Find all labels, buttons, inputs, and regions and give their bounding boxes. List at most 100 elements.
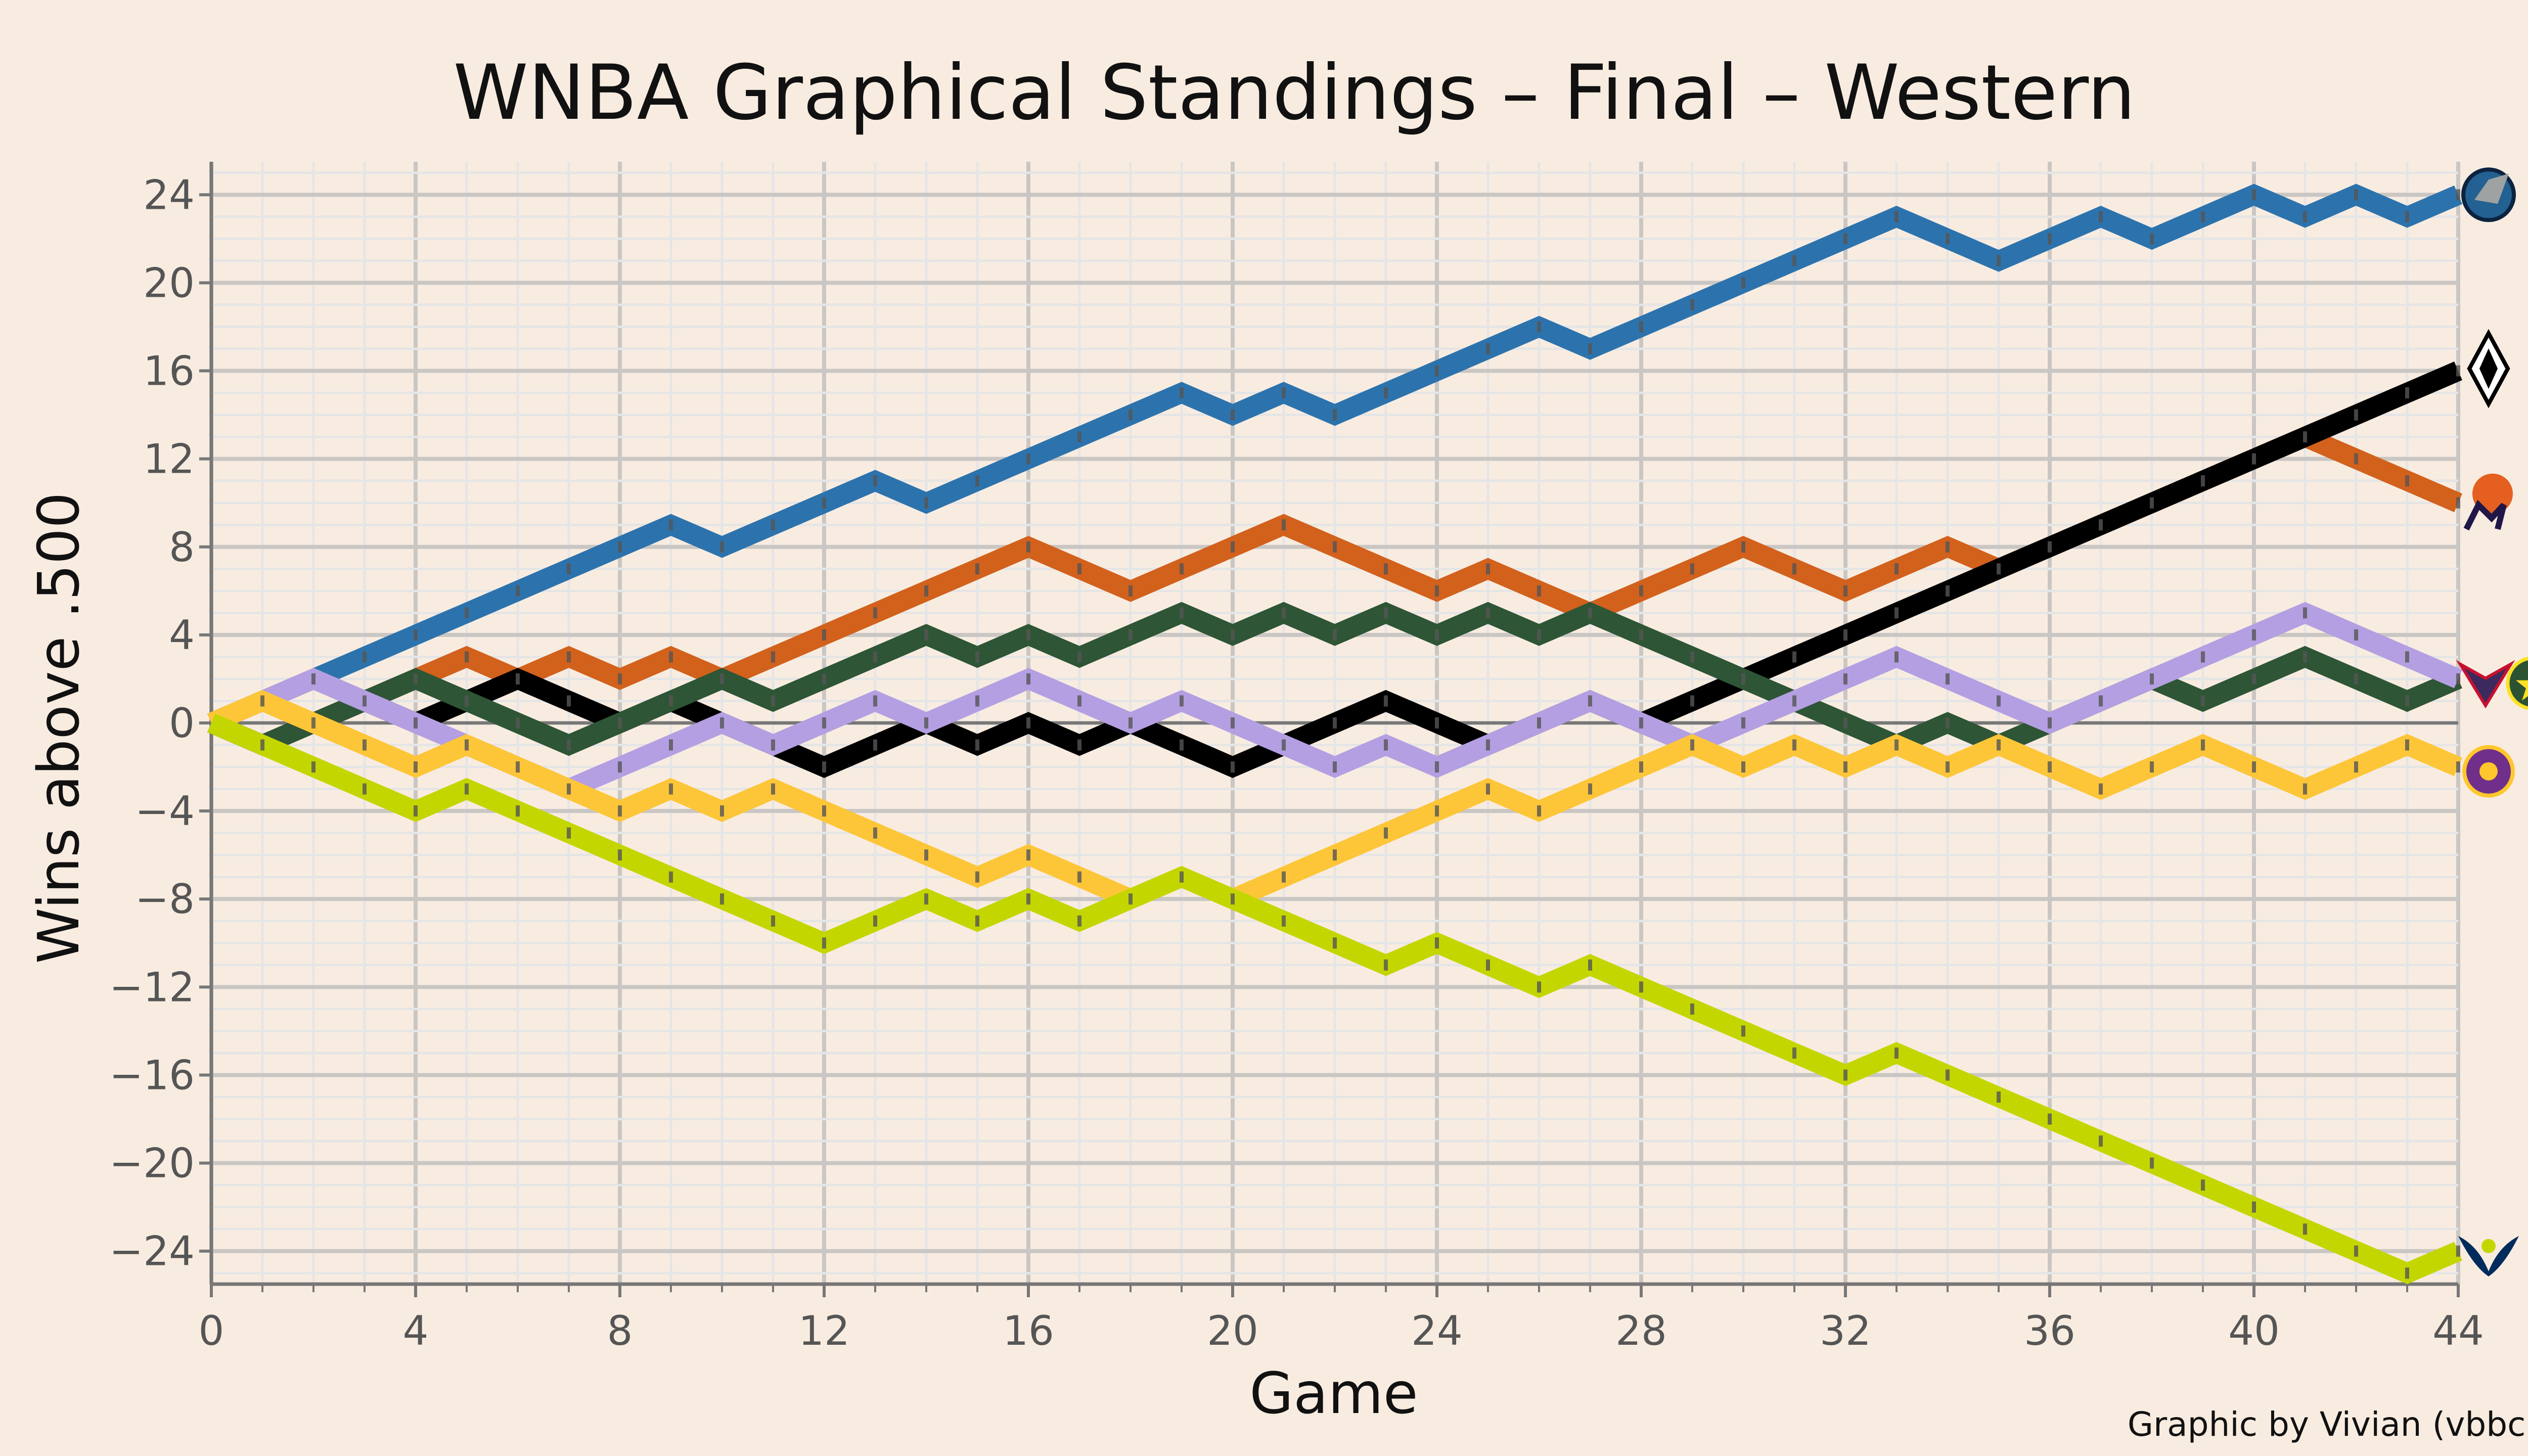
series-point bbox=[311, 717, 315, 729]
credit-caption: Graphic by Vivian (vbbcla) bbox=[2128, 1405, 2528, 1444]
series-point bbox=[2303, 211, 2307, 222]
series-point bbox=[1435, 585, 1439, 597]
series-point bbox=[414, 717, 418, 729]
series-point bbox=[2099, 1135, 2103, 1147]
series-point bbox=[1128, 585, 1133, 597]
series-point bbox=[2354, 761, 2358, 773]
series-point bbox=[2405, 387, 2409, 399]
series-point bbox=[1588, 783, 1592, 795]
x-tick-labels: 0 4 8 12 16 20 24 28 32 36 40 44 bbox=[199, 1307, 2484, 1354]
series-point bbox=[2456, 1245, 2460, 1257]
series-point bbox=[2048, 541, 2052, 553]
series-point bbox=[1128, 629, 1133, 641]
series-point bbox=[1894, 607, 1899, 619]
series-point bbox=[2099, 695, 2103, 707]
series-point bbox=[1792, 1047, 1796, 1059]
y-tick-label: 4 bbox=[169, 612, 195, 659]
logo-shape bbox=[2458, 1236, 2519, 1277]
logo-shape bbox=[2479, 348, 2498, 389]
series-point bbox=[1384, 607, 1388, 619]
y-tick-label: −12 bbox=[109, 964, 195, 1011]
series-point bbox=[567, 563, 571, 575]
series-point bbox=[1588, 695, 1592, 707]
series-point bbox=[873, 827, 877, 839]
y-tick-label: 8 bbox=[169, 524, 195, 571]
series-point bbox=[822, 673, 826, 685]
x-tick-label: 24 bbox=[1411, 1307, 1463, 1354]
series-point bbox=[2456, 761, 2460, 773]
series-point bbox=[1180, 387, 1184, 399]
series-point bbox=[2354, 629, 2358, 641]
series-point bbox=[1333, 717, 1337, 729]
series-point bbox=[1384, 695, 1388, 707]
series-point bbox=[1537, 585, 1541, 597]
series-point bbox=[873, 915, 877, 927]
series-point bbox=[465, 695, 469, 707]
series-point bbox=[2099, 783, 2103, 795]
series-point bbox=[1282, 915, 1286, 927]
series-point bbox=[822, 805, 826, 817]
series-point bbox=[1639, 717, 1643, 729]
series-point bbox=[311, 673, 315, 685]
series-point bbox=[1026, 541, 1030, 553]
logo-shape bbox=[2481, 1239, 2496, 1253]
series-point bbox=[1792, 563, 1796, 575]
series-point bbox=[975, 563, 979, 575]
series-point bbox=[1384, 827, 1388, 839]
series-point bbox=[567, 827, 571, 839]
series-point bbox=[1128, 893, 1133, 905]
series-point bbox=[1077, 739, 1081, 751]
series-point bbox=[822, 937, 826, 949]
series-point bbox=[567, 739, 571, 751]
series-point bbox=[2099, 519, 2103, 531]
series-point bbox=[1180, 695, 1184, 707]
series-point bbox=[1384, 387, 1388, 399]
y-tick-label: 12 bbox=[143, 436, 195, 483]
series-point bbox=[924, 629, 928, 641]
series-point bbox=[1997, 563, 2001, 575]
series-point bbox=[822, 717, 826, 729]
y-axis-title: Wins above .500 bbox=[26, 492, 92, 964]
series-point bbox=[924, 585, 928, 597]
series-point bbox=[720, 541, 724, 553]
series-point bbox=[1894, 651, 1899, 663]
series-point bbox=[1741, 673, 1745, 685]
logo-shape bbox=[2516, 680, 2528, 701]
series-point bbox=[873, 651, 877, 663]
series-point bbox=[2048, 1113, 2052, 1125]
series-point bbox=[2456, 189, 2460, 201]
series-point bbox=[2150, 673, 2154, 685]
x-tick-label: 8 bbox=[607, 1307, 633, 1354]
series-point bbox=[260, 739, 264, 751]
series-point bbox=[2303, 431, 2307, 443]
series-point bbox=[1843, 585, 1847, 597]
series-point bbox=[1946, 673, 1950, 685]
series-point bbox=[2201, 651, 2205, 663]
series-point bbox=[2303, 783, 2307, 795]
mercury-logo-icon bbox=[2463, 473, 2513, 531]
series-point bbox=[414, 761, 418, 773]
y-tick-labels: 24 20 16 12 8 4 0 −4 −8 −12 −16 −20 −24 bbox=[109, 171, 195, 1275]
series-point bbox=[516, 717, 520, 729]
aces-logo-icon bbox=[2467, 329, 2510, 408]
series-point bbox=[1486, 607, 1490, 619]
series-point bbox=[516, 585, 520, 597]
series-point bbox=[1946, 761, 1950, 773]
x-tick-label: 28 bbox=[1615, 1307, 1667, 1354]
series-point bbox=[2252, 1201, 2256, 1213]
series-point bbox=[1639, 629, 1643, 641]
series-point bbox=[1435, 805, 1439, 817]
y-tick-label: −24 bbox=[109, 1228, 195, 1275]
series-point bbox=[2354, 673, 2358, 685]
series-point bbox=[363, 695, 367, 707]
series-point bbox=[1690, 695, 1694, 707]
series-point bbox=[618, 849, 622, 861]
series-point bbox=[822, 761, 826, 773]
series-point bbox=[669, 519, 673, 531]
x-tick-label: 0 bbox=[199, 1307, 224, 1354]
series-point bbox=[2150, 761, 2154, 773]
series-point bbox=[2405, 1267, 2409, 1279]
series-point bbox=[1180, 607, 1184, 619]
series-point bbox=[720, 893, 724, 905]
